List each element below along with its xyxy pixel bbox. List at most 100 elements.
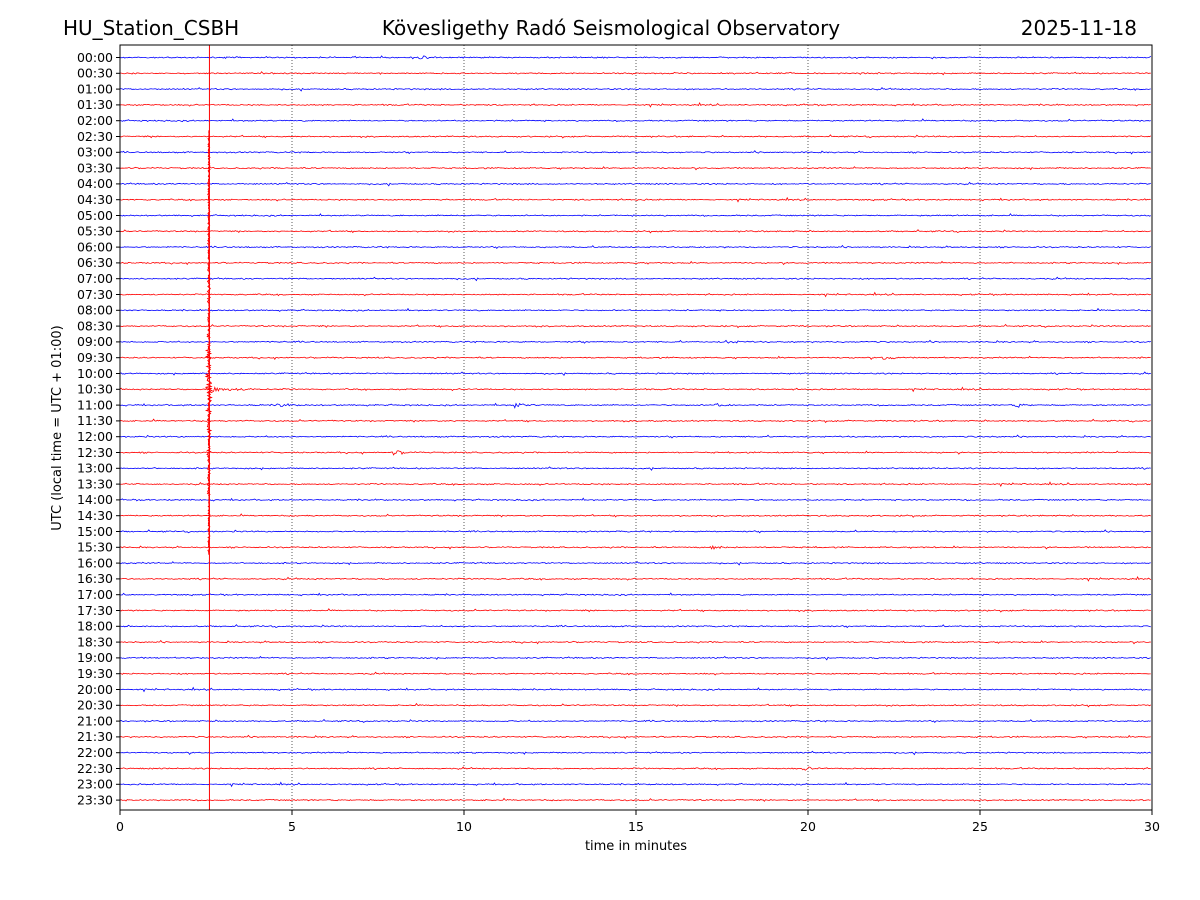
trace-2030 [119, 702, 1152, 708]
y-tick-label: 10:30 [77, 382, 113, 397]
y-axis-ticks: 00:0000:3001:0001:3002:0002:3003:0003:30… [77, 50, 120, 807]
trace-0130 [119, 102, 1151, 108]
y-tick-label: 08:30 [77, 318, 113, 333]
trace-0800 [119, 307, 1151, 312]
trace-1730 [119, 608, 1151, 613]
station-name: HU_Station_CSBH [63, 16, 239, 40]
trace-2100 [119, 718, 1151, 723]
y-tick-label: 07:30 [77, 287, 113, 302]
seismic-traces [119, 55, 1152, 802]
event-marker-layer [204, 45, 214, 810]
trace-0300 [119, 150, 1151, 155]
y-tick-label: 16:30 [77, 571, 113, 586]
y-tick-label: 18:30 [77, 634, 113, 649]
trace-2230 [119, 766, 1151, 771]
trace-2200 [119, 750, 1152, 756]
y-tick-label: 05:30 [77, 224, 113, 239]
trace-0030 [119, 71, 1151, 76]
y-axis-label: UTC (local time = UTC + 01:00) [50, 325, 65, 530]
x-tick-label: 0 [116, 819, 124, 834]
trace-1400 [119, 497, 1151, 502]
y-tick-label: 09:00 [77, 334, 113, 349]
trace-2330 [119, 797, 1151, 802]
y-tick-label: 11:30 [77, 413, 113, 428]
y-tick-label: 03:00 [77, 145, 113, 160]
trace-0930 [119, 355, 1151, 360]
trace-2300 [119, 781, 1151, 788]
trace-1930 [119, 671, 1151, 676]
y-tick-label: 06:30 [77, 255, 113, 270]
y-tick-label: 22:00 [77, 745, 113, 760]
x-tick-label: 10 [456, 819, 472, 834]
trace-1430 [119, 513, 1152, 518]
trace-0200 [119, 118, 1151, 123]
y-tick-label: 12:00 [77, 429, 113, 444]
trace-0500 [119, 213, 1151, 218]
trace-0730 [119, 291, 1151, 298]
main-event-waveform [204, 130, 214, 555]
y-tick-label: 20:30 [77, 698, 113, 713]
x-tick-label: 20 [800, 819, 816, 834]
y-tick-label: 22:30 [77, 761, 113, 776]
y-tick-label: 04:00 [77, 176, 113, 191]
trace-1300 [119, 466, 1151, 471]
y-tick-label: 02:30 [77, 129, 113, 144]
trace-1030 [119, 386, 1151, 394]
x-tick-label: 15 [628, 819, 644, 834]
trace-1330 [119, 481, 1152, 487]
trace-1130 [119, 418, 1151, 424]
trace-1500 [119, 529, 1151, 534]
trace-0230 [119, 134, 1152, 139]
y-tick-label: 11:00 [77, 397, 113, 412]
trace-1230 [119, 450, 1151, 456]
y-tick-label: 17:30 [77, 603, 113, 618]
y-tick-label: 15:30 [77, 540, 113, 555]
trace-0600 [119, 244, 1151, 249]
trace-0430 [119, 196, 1151, 203]
trace-1600 [119, 561, 1151, 566]
y-tick-label: 14:00 [77, 492, 113, 507]
y-tick-label: 07:00 [77, 271, 113, 286]
y-tick-label: 15:00 [77, 524, 113, 539]
y-tick-label: 05:00 [77, 208, 113, 223]
trace-1700 [119, 592, 1151, 597]
trace-1000 [119, 371, 1151, 377]
y-tick-label: 06:00 [77, 239, 113, 254]
y-tick-label: 14:30 [77, 508, 113, 523]
trace-0630 [119, 260, 1151, 266]
trace-0400 [119, 181, 1151, 187]
y-tick-label: 03:30 [77, 160, 113, 175]
trace-0900 [119, 339, 1151, 344]
trace-1830 [119, 639, 1151, 645]
trace-0000 [119, 55, 1152, 60]
trace-1900 [119, 655, 1151, 661]
y-tick-label: 00:00 [77, 50, 113, 65]
trace-0530 [119, 229, 1151, 234]
y-tick-label: 16:00 [77, 555, 113, 570]
y-tick-label: 13:00 [77, 461, 113, 476]
y-tick-label: 00:30 [77, 66, 113, 81]
x-axis-ticks: 0 5 10 15 20 25 30 [116, 810, 1160, 834]
trace-0830 [119, 323, 1151, 329]
y-tick-label: 12:30 [77, 445, 113, 460]
trace-0700 [119, 276, 1152, 282]
trace-1100 [119, 402, 1151, 409]
y-tick-label: 08:00 [77, 303, 113, 318]
y-tick-label: 21:00 [77, 713, 113, 728]
y-tick-label: 19:30 [77, 666, 113, 681]
trace-2130 [119, 734, 1151, 740]
trace-1630 [119, 576, 1152, 582]
y-tick-label: 20:00 [77, 682, 113, 697]
x-tick-label: 5 [288, 819, 296, 834]
trace-1800 [119, 624, 1151, 629]
trace-1530 [119, 545, 1151, 550]
chart-title: Kövesligethy Radó Seismological Observat… [382, 16, 840, 40]
x-tick-label: 25 [972, 819, 988, 834]
y-tick-label: 19:00 [77, 650, 113, 665]
y-tick-label: 18:00 [77, 619, 113, 634]
trace-0330 [119, 166, 1151, 171]
y-tick-label: 09:30 [77, 350, 113, 365]
x-tick-label: 30 [1144, 819, 1160, 834]
y-tick-label: 17:00 [77, 587, 113, 602]
